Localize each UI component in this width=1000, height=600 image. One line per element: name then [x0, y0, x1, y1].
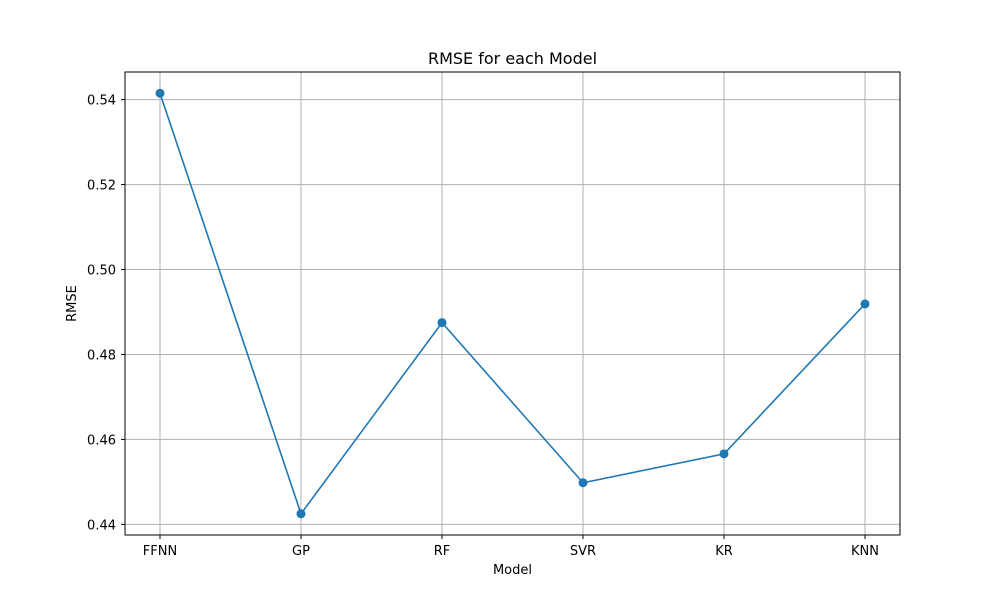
- y-tick-label: 0.50: [87, 264, 116, 279]
- x-tick-label: KNN: [851, 544, 879, 559]
- plot-area-frame: [124, 71, 901, 536]
- y-tick-label: 0.52: [87, 179, 116, 194]
- data-point-kr: [719, 449, 729, 459]
- y-tick-label: 0.48: [87, 348, 116, 363]
- data-point-knn: [860, 299, 870, 309]
- data-point-ffnn: [155, 88, 165, 98]
- data-point-rf: [437, 318, 447, 328]
- chart-title: RMSE for each Model: [428, 49, 597, 68]
- y-axis-label: RMSE: [65, 285, 80, 322]
- x-tick-label: SVR: [570, 544, 596, 559]
- data-series: [155, 88, 870, 519]
- y-axis-ticks: 0.44 0.46 0.48 0.50 0.52 0.54: [87, 94, 125, 533]
- data-point-svr: [578, 478, 588, 488]
- y-tick-label: 0.54: [87, 94, 116, 109]
- x-tick-label: RF: [434, 544, 451, 559]
- x-axis-ticks: FFNN GP RF SVR KR KNN: [143, 535, 879, 559]
- series-line: [159, 92, 866, 516]
- x-tick-label: FFNN: [143, 544, 177, 559]
- x-tick-label: KR: [715, 544, 733, 559]
- x-tick-label: GP: [292, 544, 310, 559]
- x-axis-label: Model: [493, 563, 532, 578]
- data-point-gp: [296, 509, 306, 519]
- y-tick-label: 0.46: [87, 433, 116, 448]
- y-tick-label: 0.44: [87, 518, 116, 533]
